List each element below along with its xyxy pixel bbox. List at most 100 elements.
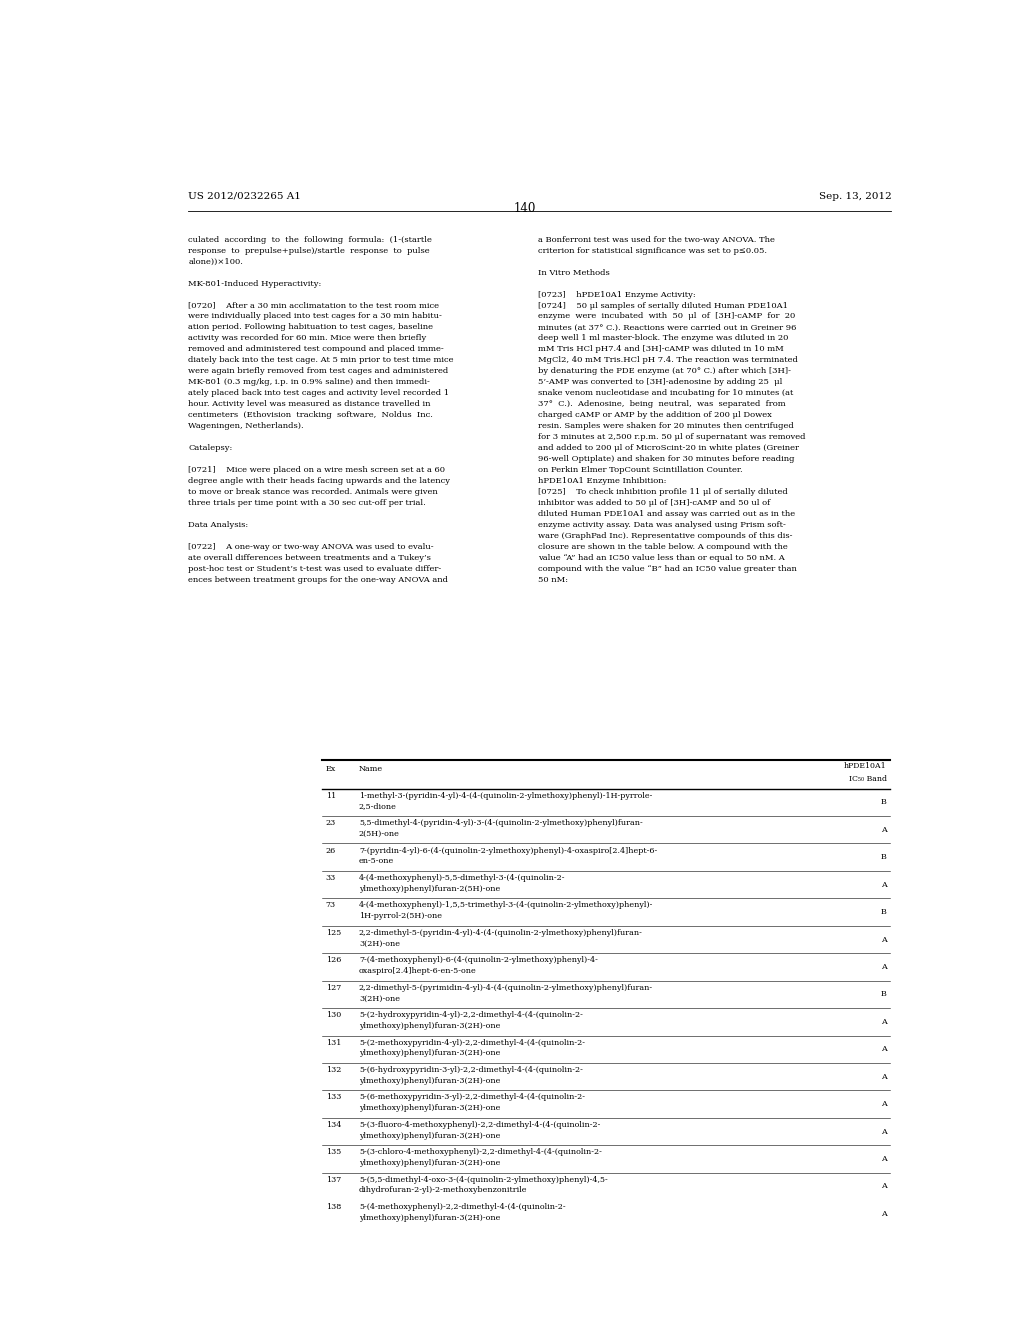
Text: A: A (881, 1045, 887, 1053)
Text: 2,2-dimethyl-5-(pyridin-4-yl)-4-(4-(quinolin-2-ylmethoxy)phenyl)furan-: 2,2-dimethyl-5-(pyridin-4-yl)-4-(4-(quin… (359, 929, 643, 937)
Text: A: A (881, 1127, 887, 1135)
Text: a Bonferroni test was used for the two-way ANOVA. The: a Bonferroni test was used for the two-w… (539, 236, 775, 244)
Text: A: A (881, 880, 887, 888)
Text: A: A (881, 1183, 887, 1191)
Text: closure are shown in the table below. A compound with the: closure are shown in the table below. A … (539, 543, 788, 550)
Text: were again briefly removed from test cages and administered: were again briefly removed from test cag… (188, 367, 449, 375)
Text: 126: 126 (326, 956, 341, 965)
Text: minutes (at 37° C.). Reactions were carried out in Greiner 96: minutes (at 37° C.). Reactions were carr… (539, 323, 797, 331)
Text: 5-(3-chloro-4-methoxyphenyl)-2,2-dimethyl-4-(4-(quinolin-2-: 5-(3-chloro-4-methoxyphenyl)-2,2-dimethy… (359, 1148, 602, 1156)
Text: 5’-AMP was converted to [3H]-adenosine by adding 25  μl: 5’-AMP was converted to [3H]-adenosine b… (539, 379, 782, 387)
Text: 2,5-dione: 2,5-dione (359, 803, 397, 810)
Text: dihydrofuran-2-yl)-2-methoxybenzonitrile: dihydrofuran-2-yl)-2-methoxybenzonitrile (359, 1187, 527, 1195)
Text: 130: 130 (326, 1011, 341, 1019)
Text: hPDE10A1 Enzyme Inhibition:: hPDE10A1 Enzyme Inhibition: (539, 477, 667, 486)
Text: three trials per time point with a 30 sec cut-off per trial.: three trials per time point with a 30 se… (188, 499, 426, 507)
Text: ylmethoxy)phenyl)furan-3(2H)-one: ylmethoxy)phenyl)furan-3(2H)-one (359, 1022, 501, 1030)
Text: en-5-one: en-5-one (359, 857, 394, 865)
Text: 23: 23 (326, 818, 336, 828)
Text: activity was recorded for 60 min. Mice were then briefly: activity was recorded for 60 min. Mice w… (188, 334, 427, 342)
Text: Sep. 13, 2012: Sep. 13, 2012 (819, 191, 892, 201)
Text: enzyme  were  incubated  with  50  μl  of  [3H]-cAMP  for  20: enzyme were incubated with 50 μl of [3H]… (539, 313, 796, 321)
Text: 138: 138 (326, 1204, 341, 1212)
Text: B: B (881, 908, 887, 916)
Text: Data Analysis:: Data Analysis: (188, 521, 249, 529)
Text: 1H-pyrrol-2(5H)-one: 1H-pyrrol-2(5H)-one (359, 912, 442, 920)
Text: 4-(4-methoxyphenyl)-5,5-dimethyl-3-(4-(quinolin-2-: 4-(4-methoxyphenyl)-5,5-dimethyl-3-(4-(q… (359, 874, 565, 882)
Text: MgCl2, 40 mM Tris.HCl pH 7.4. The reaction was terminated: MgCl2, 40 mM Tris.HCl pH 7.4. The reacti… (539, 356, 798, 364)
Text: mM Tris HCl pH7.4 and [3H]-cAMP was diluted in 10 mM: mM Tris HCl pH7.4 and [3H]-cAMP was dilu… (539, 346, 784, 354)
Text: oxaspiro[2.4]hept-6-en-5-one: oxaspiro[2.4]hept-6-en-5-one (359, 968, 477, 975)
Text: B: B (881, 799, 887, 807)
Text: hour. Activity level was measured as distance travelled in: hour. Activity level was measured as dis… (188, 400, 431, 408)
Text: A: A (881, 1155, 887, 1163)
Text: ylmethoxy)phenyl)furan-3(2H)-one: ylmethoxy)phenyl)furan-3(2H)-one (359, 1131, 501, 1139)
Text: degree angle with their heads facing upwards and the latency: degree angle with their heads facing upw… (188, 477, 451, 486)
Text: MK-801-Induced Hyperactivity:: MK-801-Induced Hyperactivity: (188, 280, 322, 288)
Text: 137: 137 (326, 1176, 341, 1184)
Text: ware (GraphPad Inc). Representative compounds of this dis-: ware (GraphPad Inc). Representative comp… (539, 532, 793, 540)
Text: [0721]    Mice were placed on a wire mesh screen set at a 60: [0721] Mice were placed on a wire mesh s… (188, 466, 445, 474)
Text: value “A” had an IC50 value less than or equal to 50 nM. A: value “A” had an IC50 value less than or… (539, 554, 785, 562)
Text: MK-801 (0.3 mg/kg, i.p. in 0.9% saline) and then immedi-: MK-801 (0.3 mg/kg, i.p. in 0.9% saline) … (188, 379, 430, 387)
Text: 73: 73 (326, 902, 336, 909)
Text: 2(5H)-one: 2(5H)-one (359, 830, 399, 838)
Text: to move or break stance was recorded. Animals were given: to move or break stance was recorded. An… (188, 488, 438, 496)
Text: 37°  C.).  Adenosine,  being  neutral,  was  separated  from: 37° C.). Adenosine, being neutral, was s… (539, 400, 785, 408)
Text: A: A (881, 1100, 887, 1109)
Text: US 2012/0232265 A1: US 2012/0232265 A1 (188, 191, 301, 201)
Text: ylmethoxy)phenyl)furan-2(5H)-one: ylmethoxy)phenyl)furan-2(5H)-one (359, 884, 500, 892)
Text: criterion for statistical significance was set to p≤0.05.: criterion for statistical significance w… (539, 247, 767, 255)
Text: [0724]    50 μl samples of serially diluted Human PDE10A1: [0724] 50 μl samples of serially diluted… (539, 301, 788, 309)
Text: 7-(4-methoxyphenyl)-6-(4-(quinolin-2-ylmethoxy)phenyl)-4-: 7-(4-methoxyphenyl)-6-(4-(quinolin-2-ylm… (359, 956, 598, 965)
Text: ate overall differences between treatments and a Tukey’s: ate overall differences between treatmen… (188, 554, 431, 562)
Text: Catalepsy:: Catalepsy: (188, 445, 232, 453)
Text: 131: 131 (326, 1039, 341, 1047)
Text: 50 nM:: 50 nM: (539, 576, 568, 583)
Text: ylmethoxy)phenyl)furan-3(2H)-one: ylmethoxy)phenyl)furan-3(2H)-one (359, 1077, 501, 1085)
Text: B: B (881, 853, 887, 861)
Text: [0722]    A one-way or two-way ANOVA was used to evalu-: [0722] A one-way or two-way ANOVA was us… (188, 543, 434, 550)
Text: and added to 200 μl of MicroScint-20 in white plates (Greiner: and added to 200 μl of MicroScint-20 in … (539, 445, 800, 453)
Text: 3(2H)-one: 3(2H)-one (359, 994, 400, 1002)
Text: A: A (881, 1073, 887, 1081)
Text: were individually placed into test cages for a 30 min habitu-: were individually placed into test cages… (188, 313, 442, 321)
Text: ylmethoxy)phenyl)furan-3(2H)-one: ylmethoxy)phenyl)furan-3(2H)-one (359, 1049, 501, 1057)
Text: ately placed back into test cages and activity level recorded 1: ately placed back into test cages and ac… (188, 389, 450, 397)
Text: [0720]    After a 30 min acclimatation to the test room mice: [0720] After a 30 min acclimatation to t… (188, 301, 439, 309)
Text: 5-(6-methoxypyridin-3-yl)-2,2-dimethyl-4-(4-(quinolin-2-: 5-(6-methoxypyridin-3-yl)-2,2-dimethyl-4… (359, 1093, 585, 1101)
Text: A: A (881, 1018, 887, 1026)
Text: 96-well Optiplate) and shaken for 30 minutes before reading: 96-well Optiplate) and shaken for 30 min… (539, 455, 795, 463)
Text: Ex: Ex (326, 766, 336, 774)
Text: 140: 140 (514, 202, 536, 215)
Text: In Vitro Methods: In Vitro Methods (539, 268, 610, 277)
Text: [0725]    To check inhibition profile 11 μl of serially diluted: [0725] To check inhibition profile 11 μl… (539, 488, 788, 496)
Text: 5-(6-hydroxypyridin-3-yl)-2,2-dimethyl-4-(4-(quinolin-2-: 5-(6-hydroxypyridin-3-yl)-2,2-dimethyl-4… (359, 1067, 583, 1074)
Text: Name: Name (359, 766, 383, 774)
Text: 135: 135 (326, 1148, 341, 1156)
Text: compound with the value “B” had an IC50 value greater than: compound with the value “B” had an IC50 … (539, 565, 797, 573)
Text: 125: 125 (326, 929, 341, 937)
Text: post-hoc test or Student’s t-test was used to evaluate differ-: post-hoc test or Student’s t-test was us… (188, 565, 441, 573)
Text: ylmethoxy)phenyl)furan-3(2H)-one: ylmethoxy)phenyl)furan-3(2H)-one (359, 1104, 501, 1113)
Text: snake venom nucleotidase and incubating for 10 minutes (at: snake venom nucleotidase and incubating … (539, 389, 794, 397)
Text: IC₅₀ Band: IC₅₀ Band (849, 775, 887, 783)
Text: [0723]    hPDE10A1 Enzyme Activity:: [0723] hPDE10A1 Enzyme Activity: (539, 290, 696, 298)
Text: Wageningen, Netherlands).: Wageningen, Netherlands). (188, 422, 304, 430)
Text: charged cAMP or AMP by the addition of 200 μl Dowex: charged cAMP or AMP by the addition of 2… (539, 412, 772, 420)
Text: 5-(2-methoxypyridin-4-yl)-2,2-dimethyl-4-(4-(quinolin-2-: 5-(2-methoxypyridin-4-yl)-2,2-dimethyl-4… (359, 1039, 585, 1047)
Text: 134: 134 (326, 1121, 341, 1129)
Text: 5-(2-hydroxypyridin-4-yl)-2,2-dimethyl-4-(4-(quinolin-2-: 5-(2-hydroxypyridin-4-yl)-2,2-dimethyl-4… (359, 1011, 583, 1019)
Text: 5-(3-fluoro-4-methoxyphenyl)-2,2-dimethyl-4-(4-(quinolin-2-: 5-(3-fluoro-4-methoxyphenyl)-2,2-dimethy… (359, 1121, 600, 1129)
Text: B: B (881, 990, 887, 998)
Text: 26: 26 (326, 846, 336, 854)
Text: by denaturing the PDE enzyme (at 70° C.) after which [3H]-: by denaturing the PDE enzyme (at 70° C.)… (539, 367, 792, 375)
Text: inhibitor was added to 50 μl of [3H]-cAMP and 50 ul of: inhibitor was added to 50 μl of [3H]-cAM… (539, 499, 770, 507)
Text: 11: 11 (326, 792, 336, 800)
Text: alone))×100.: alone))×100. (188, 257, 243, 265)
Text: response  to  prepulse+pulse)/startle  response  to  pulse: response to prepulse+pulse)/startle resp… (188, 247, 430, 255)
Text: A: A (881, 826, 887, 834)
Text: ences between treatment groups for the one-way ANOVA and: ences between treatment groups for the o… (188, 576, 449, 583)
Text: A: A (881, 1210, 887, 1218)
Text: hPDE10A1: hPDE10A1 (844, 762, 887, 770)
